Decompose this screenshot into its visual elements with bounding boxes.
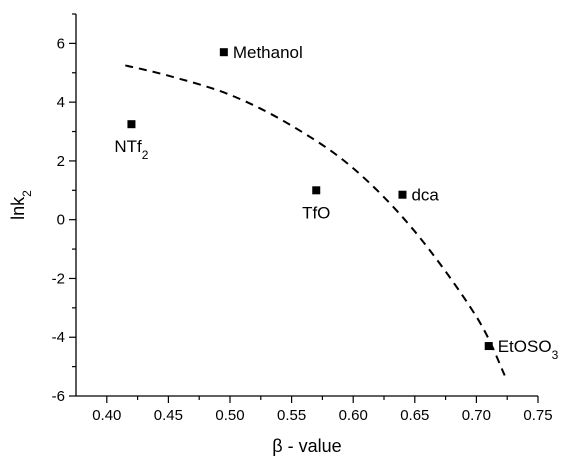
y-axis-label: lnk2 [8, 190, 34, 220]
y-tick-label: -6 [52, 388, 65, 405]
x-tick-label: 0.75 [523, 407, 552, 424]
y-tick-label: 6 [57, 35, 65, 52]
y-tick-label: -2 [52, 270, 65, 287]
x-tick-label: 0.65 [400, 407, 429, 424]
data-point [484, 342, 493, 351]
y-tick-label: -4 [52, 329, 65, 346]
x-tick-label: 0.60 [339, 407, 368, 424]
point-label: Methanol [233, 43, 303, 62]
y-tick-label: 2 [57, 153, 65, 170]
data-point [219, 48, 228, 57]
fit-curve-layer [125, 64, 506, 376]
fit-curve [125, 64, 506, 376]
data-points-layer: NTf2 Methanol TfO dca EtOSO3 [114, 43, 558, 362]
point-label: NTf2 [114, 137, 148, 162]
data-point [398, 190, 407, 199]
point-label: dca [411, 186, 439, 205]
y-tick-label: 4 [57, 94, 65, 111]
x-tick-label: 0.40 [92, 407, 121, 424]
x-tick-label: 0.55 [277, 407, 306, 424]
x-tick-label: 0.70 [462, 407, 491, 424]
y-tick-label: 0 [57, 212, 65, 229]
data-point [127, 120, 136, 129]
x-tick-label: 0.45 [154, 407, 183, 424]
point-label: EtOSO3 [498, 337, 559, 362]
axes: 0.40 0.45 0.50 0.55 0.60 0.65 0.70 0.75 -6 -4 -2 0 2… [52, 13, 553, 424]
data-point [312, 186, 321, 195]
x-tick-label: 0.50 [215, 407, 244, 424]
x-axis-label: β - value [272, 436, 341, 456]
point-label: TfO [302, 203, 330, 222]
